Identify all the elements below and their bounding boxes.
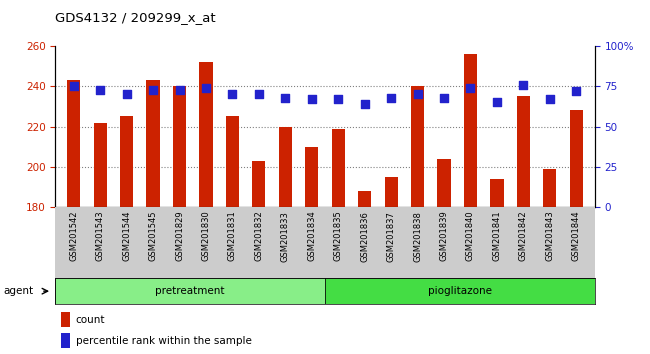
Text: pretreatment: pretreatment bbox=[155, 286, 225, 296]
Text: GSM201844: GSM201844 bbox=[572, 211, 580, 261]
Bar bbox=[94, 122, 107, 207]
Point bbox=[571, 88, 582, 94]
Bar bbox=[60, 333, 70, 348]
Point bbox=[386, 95, 396, 101]
Text: GSM201842: GSM201842 bbox=[519, 211, 528, 261]
Bar bbox=[120, 116, 133, 207]
Bar bbox=[60, 312, 70, 327]
Bar bbox=[146, 80, 160, 207]
Point bbox=[95, 87, 105, 92]
Point bbox=[359, 101, 370, 107]
Text: GSM201832: GSM201832 bbox=[254, 211, 263, 261]
Bar bbox=[411, 86, 424, 207]
Text: GSM201543: GSM201543 bbox=[96, 211, 105, 261]
Point bbox=[439, 95, 449, 101]
Point bbox=[68, 84, 79, 89]
Bar bbox=[490, 179, 504, 207]
Point bbox=[465, 85, 476, 91]
Text: percentile rank within the sample: percentile rank within the sample bbox=[76, 336, 252, 346]
Text: GSM201841: GSM201841 bbox=[493, 211, 501, 261]
Point bbox=[412, 92, 423, 97]
Text: GSM201833: GSM201833 bbox=[281, 211, 290, 262]
Bar bbox=[305, 147, 318, 207]
Text: GSM201830: GSM201830 bbox=[202, 211, 211, 261]
Text: GDS4132 / 209299_x_at: GDS4132 / 209299_x_at bbox=[55, 11, 216, 24]
Bar bbox=[325, 278, 595, 304]
Bar bbox=[55, 278, 325, 304]
Text: GSM201840: GSM201840 bbox=[466, 211, 475, 261]
Bar bbox=[279, 126, 292, 207]
Bar bbox=[569, 110, 583, 207]
Point bbox=[201, 85, 211, 91]
Bar bbox=[385, 177, 398, 207]
Text: GSM201836: GSM201836 bbox=[360, 211, 369, 262]
Text: GSM201542: GSM201542 bbox=[70, 211, 78, 261]
Text: GSM201545: GSM201545 bbox=[149, 211, 157, 261]
Text: GSM201834: GSM201834 bbox=[307, 211, 317, 261]
Text: GSM201837: GSM201837 bbox=[387, 211, 396, 262]
Point bbox=[333, 96, 343, 102]
Bar bbox=[517, 96, 530, 207]
Text: count: count bbox=[76, 315, 105, 325]
Bar bbox=[173, 86, 186, 207]
Point bbox=[307, 96, 317, 102]
Bar bbox=[226, 116, 239, 207]
Point bbox=[254, 92, 264, 97]
Bar bbox=[358, 191, 371, 207]
Bar bbox=[332, 129, 345, 207]
Text: GSM201843: GSM201843 bbox=[545, 211, 554, 261]
Point bbox=[545, 96, 555, 102]
Text: GSM201835: GSM201835 bbox=[333, 211, 343, 261]
Text: agent: agent bbox=[3, 286, 33, 296]
Text: GSM201544: GSM201544 bbox=[122, 211, 131, 261]
Text: GSM201839: GSM201839 bbox=[439, 211, 448, 261]
Point bbox=[122, 92, 132, 97]
Bar bbox=[543, 169, 556, 207]
Text: pioglitazone: pioglitazone bbox=[428, 286, 492, 296]
Text: GSM201829: GSM201829 bbox=[175, 211, 184, 261]
Point bbox=[174, 87, 185, 92]
Bar bbox=[464, 54, 477, 207]
Point bbox=[227, 92, 238, 97]
Point bbox=[280, 95, 291, 101]
Point bbox=[518, 82, 528, 87]
Bar bbox=[437, 159, 450, 207]
Point bbox=[148, 87, 159, 92]
Bar bbox=[67, 80, 81, 207]
Point bbox=[491, 99, 502, 105]
Text: GSM201838: GSM201838 bbox=[413, 211, 422, 262]
Text: GSM201831: GSM201831 bbox=[228, 211, 237, 261]
Bar bbox=[252, 161, 265, 207]
Bar bbox=[200, 62, 213, 207]
